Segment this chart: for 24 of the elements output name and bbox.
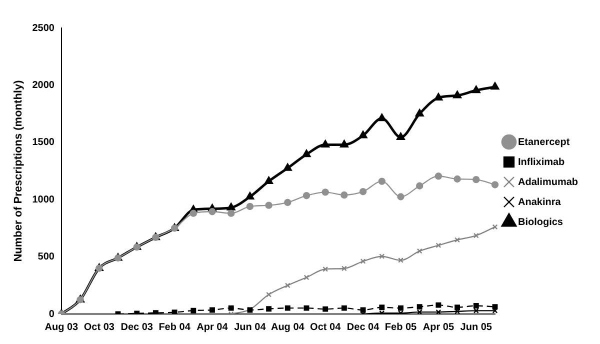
legend-label: Etanercept (518, 136, 570, 148)
legend-label: Biologics (518, 216, 564, 228)
legend-label: Infliximab (518, 156, 565, 168)
y-tick-label: 0 (48, 308, 55, 320)
x-tick-label: Aug 03 (44, 322, 79, 333)
y-tick-label: 1000 (32, 194, 55, 206)
x-tick-label: Dec 03 (120, 322, 154, 333)
legend-label: Adalimumab (518, 176, 578, 188)
x-tick-label: Apr 05 (422, 322, 454, 333)
x-tick-label: Dec 04 (346, 322, 380, 333)
x-tick-label: Feb 05 (384, 322, 418, 333)
x-tick-label: Oct 04 (310, 322, 342, 333)
y-tick-label: 500 (38, 252, 55, 263)
x-tick-label: Aug 04 (270, 322, 305, 333)
x-tick-label: Jun 04 (234, 322, 266, 333)
y-tick-label: 2000 (32, 80, 55, 91)
x-tick-label: Jun 05 (460, 322, 492, 333)
x-tick-label: Oct 03 (84, 322, 115, 333)
x-tick-label: Feb 04 (158, 322, 191, 333)
legend-label: Anakinra (518, 196, 562, 208)
y-tick-label: 2500 (32, 22, 55, 34)
x-tick-label: Apr 04 (196, 322, 228, 333)
y-axis-title: Number of Prescriptions (monthly) (12, 80, 25, 262)
y-tick-label: 1500 (32, 137, 55, 148)
